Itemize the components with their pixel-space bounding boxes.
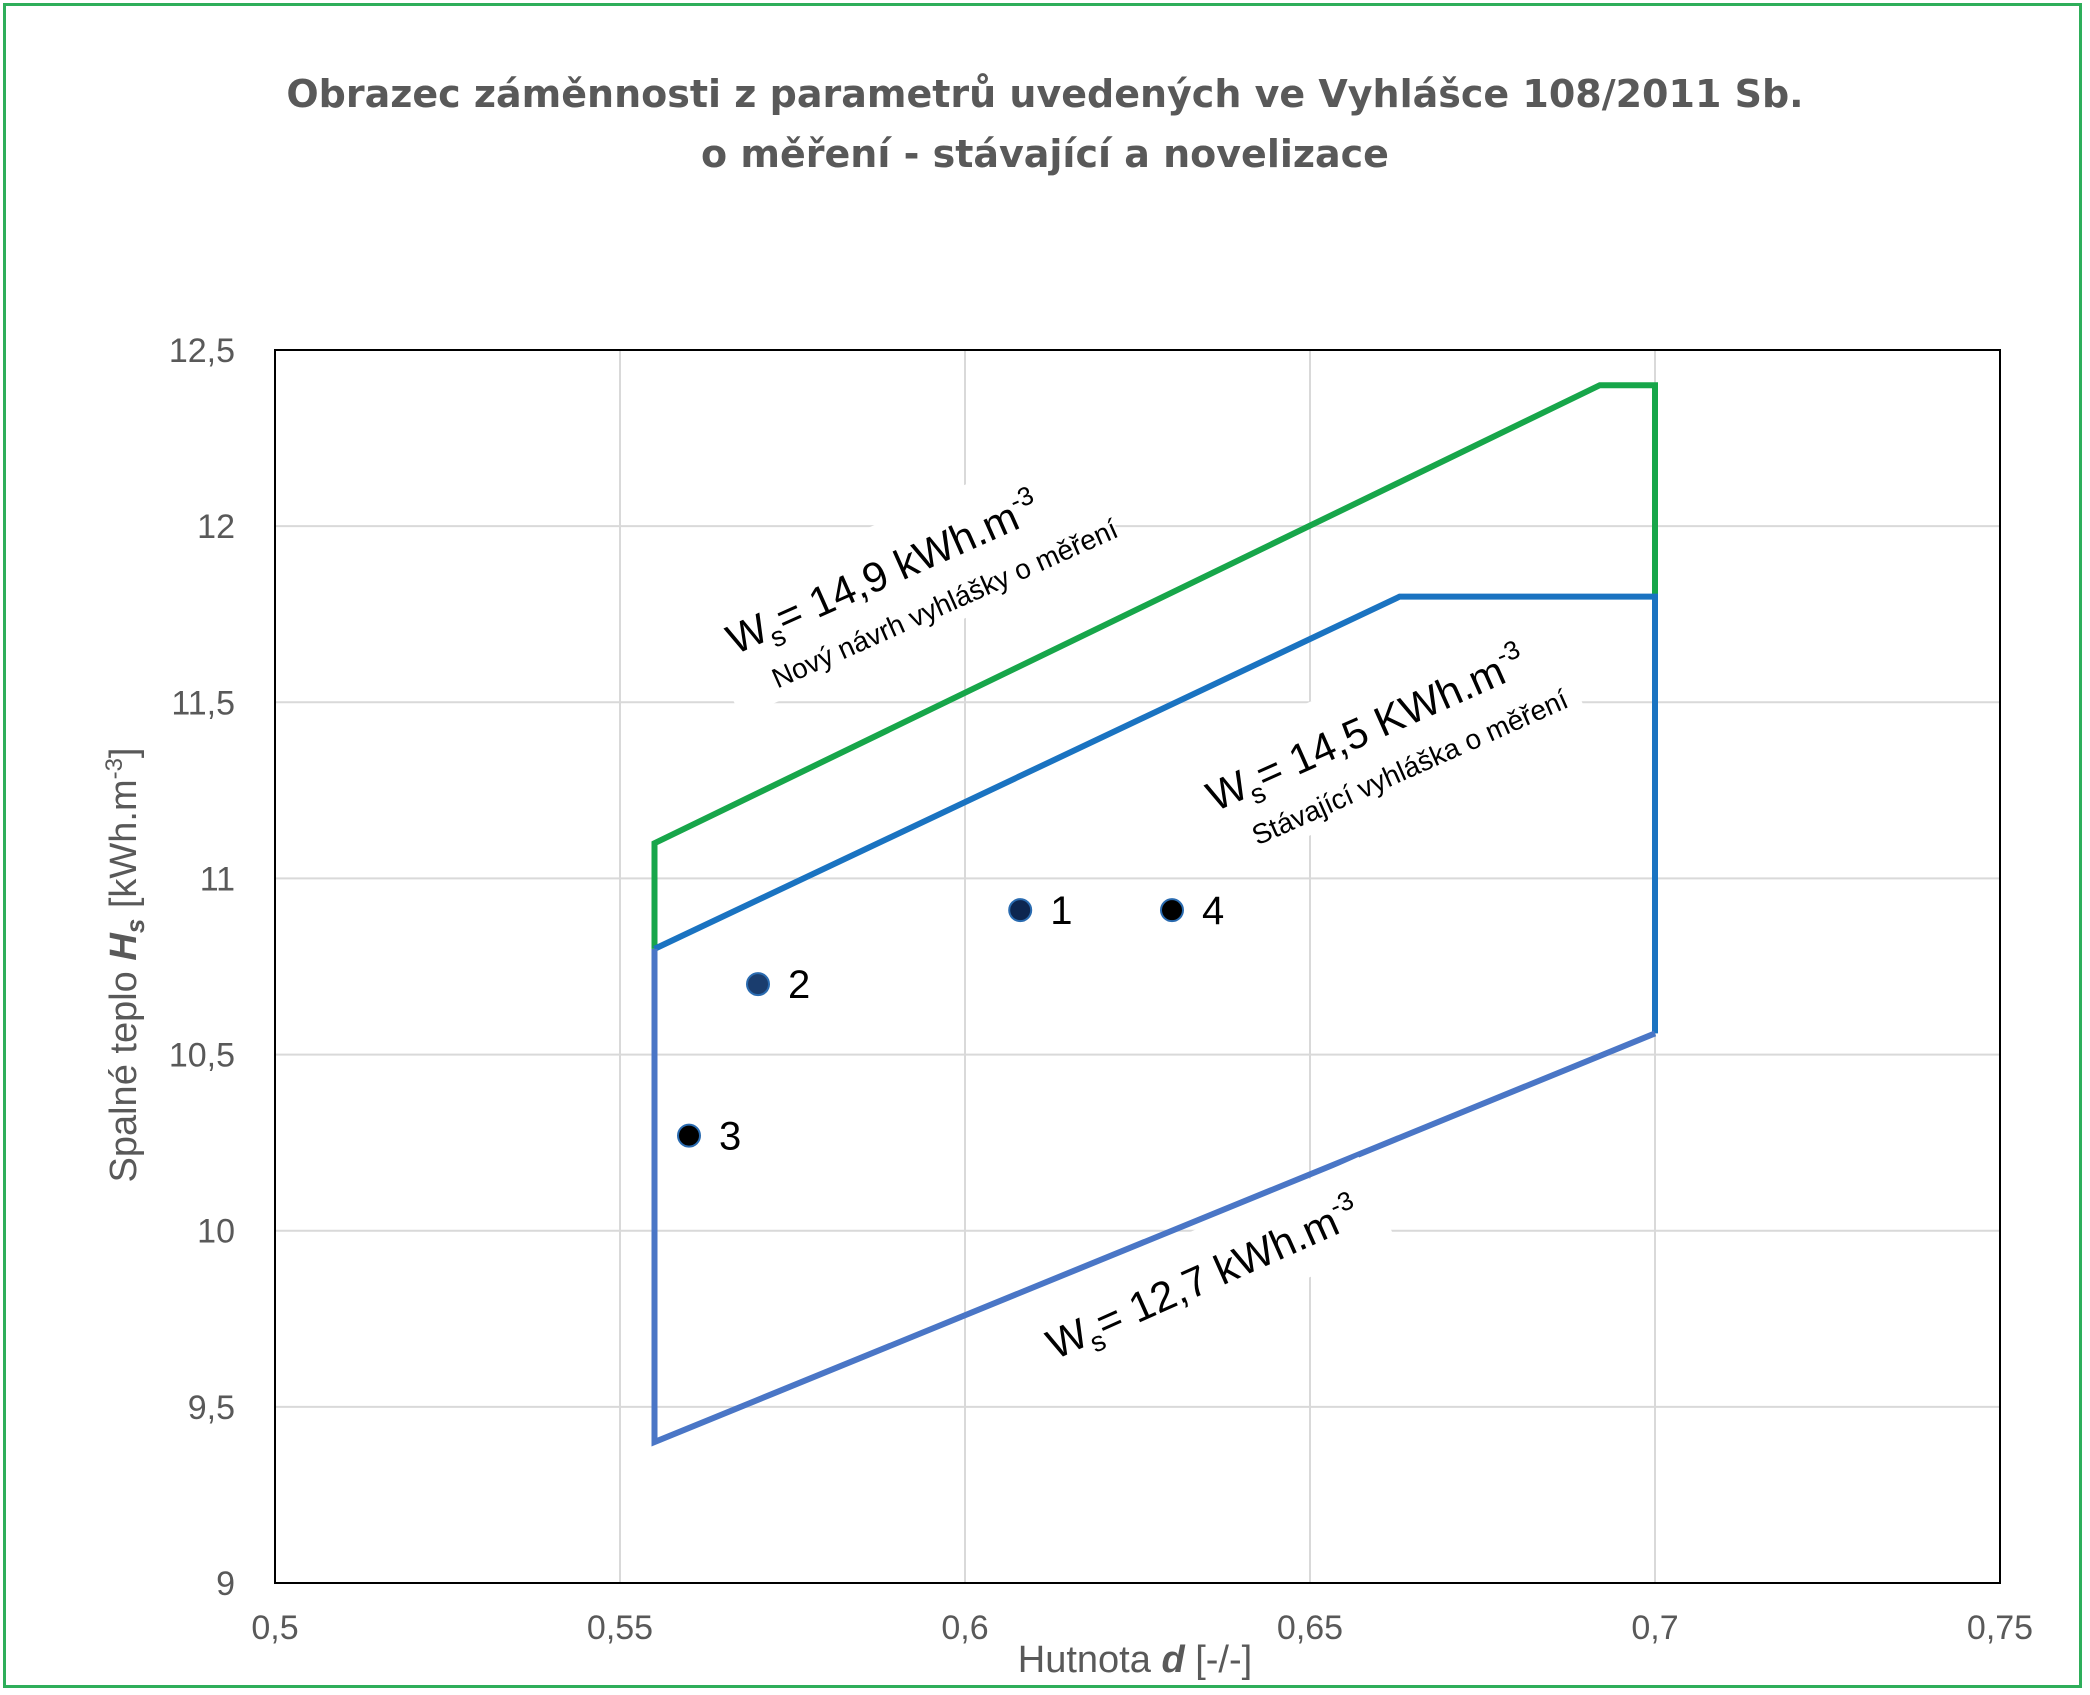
series-line-2 [651,948,1657,1447]
y-tick-label: 9 [216,1565,235,1603]
chart-title-line2: o měření - stávající a novelizace [701,132,1389,176]
chart-frame [3,3,2082,1688]
data-point-label-3: 3 [719,1115,741,1159]
y-tick-label: 12 [197,508,235,546]
data-point-2 [746,972,770,997]
series-layer [651,382,1658,1447]
x-axis-title-suffix: [-/-] [1185,1639,1253,1681]
y-axis-title-var: H [103,932,145,961]
data-point-label-1: 1 [1050,889,1072,933]
annotation-ws-14-5: Ws= 14,5 KWh.m-3 Stávající vyhláška o mě… [1171,600,1587,875]
annotation-ws-14-9: Ws= 14,9 kWh.m-3 Nový návrh vyhlášky o m… [691,435,1125,718]
x-tick-label: 0,55 [587,1609,653,1647]
y-axis-title-suffix: [kWh.m [103,779,145,918]
y-tick-label: 10 [197,1213,235,1251]
x-axis-title-var: d [1161,1639,1185,1681]
data-point-4 [1160,898,1184,923]
y-tick-label: 12,5 [169,332,235,370]
x-axis-title-prefix: Hutnota [1018,1639,1162,1681]
series-line-1 [653,593,1658,1034]
data-point-label-2: 2 [788,963,810,1007]
series-line-0 [651,382,1658,949]
x-tick-label: 0,65 [1277,1609,1343,1647]
data-point-label-4: 4 [1202,889,1224,933]
y-axis-title-sup: -3 [101,758,128,779]
y-axis-title-sub: s [120,919,150,933]
x-tick-label: 0,7 [1631,1609,1678,1647]
y-tick-label: 11,5 [171,684,235,722]
x-tick-label: 0,6 [941,1609,988,1647]
y-axis-title: Spalné teplo Hs [kWh.m-3] [101,748,150,1183]
y-tick-label: 11 [200,860,235,898]
x-tick-label: 0,5 [251,1609,298,1647]
tick-labels: 0,5 0,55 0,6 0,65 0,7 0,7599,51010,51111,5121… [169,332,2033,1647]
data-point-3 [677,1123,701,1148]
chart-title-line1: Obrazec záměnnosti z parametrů uvedených… [286,72,1804,116]
data-point-1 [1008,898,1033,923]
points-layer: 1 2 3 4 [677,889,1224,1159]
y-tick-label: 10,5 [169,1037,235,1075]
y-tick-label: 9,5 [188,1389,235,1427]
x-axis-title: Hutnota d [-/-] [1018,1639,1252,1681]
annotations-layer: Ws= 14,9 kWh.m-3 Nový návrh vyhlášky o m… [691,435,1587,1394]
y-axis-title-prefix: Spalné teplo [103,961,145,1183]
x-tick-label: 0,75 [1967,1609,2033,1647]
y-axis-title-end: ] [103,748,145,759]
grid-lines [275,350,2000,1583]
plot-area-border [274,349,2001,1584]
